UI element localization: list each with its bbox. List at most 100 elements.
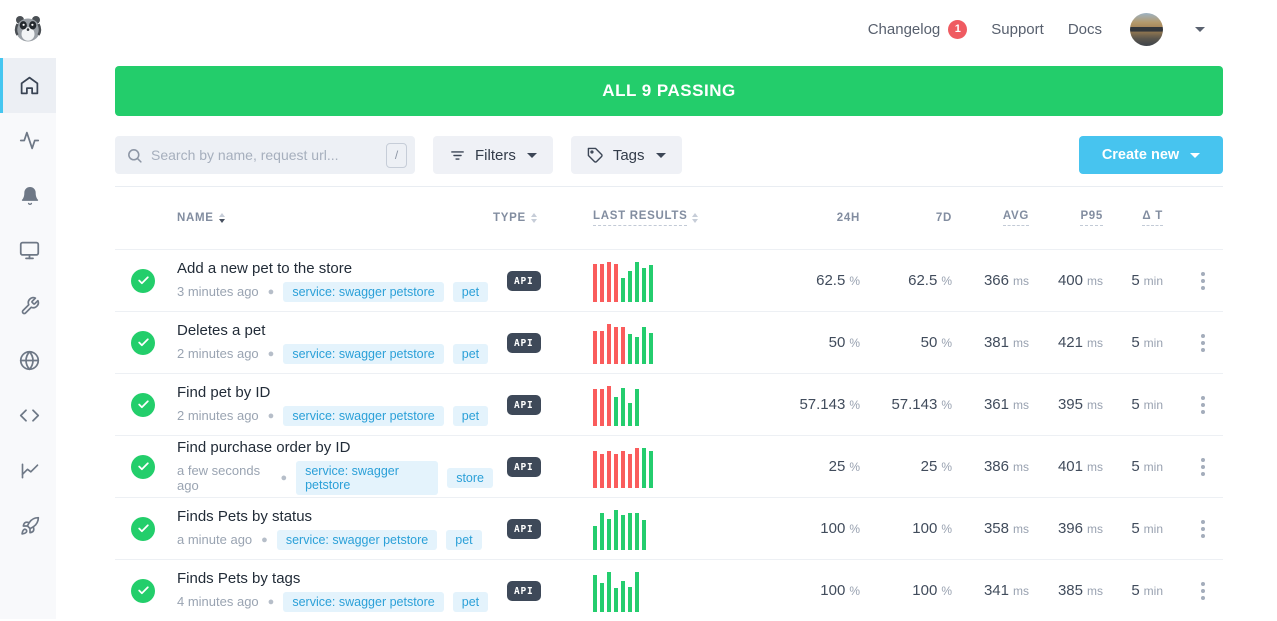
- sidebar-item-home[interactable]: [0, 58, 56, 113]
- check-name-link[interactable]: Add a new pet to the store: [177, 260, 493, 277]
- sort-arrows-icon[interactable]: [692, 213, 698, 223]
- tag-chip[interactable]: service: swagger petstore: [277, 530, 437, 550]
- result-bar-passed[interactable]: [628, 403, 632, 425]
- tag-chip[interactable]: pet: [453, 282, 488, 302]
- docs-link[interactable]: Docs: [1068, 21, 1102, 38]
- result-bar-passed[interactable]: [649, 333, 653, 363]
- table-row[interactable]: Deletes a pet 2 minutes ago ● service: s…: [115, 311, 1223, 373]
- tag-chip[interactable]: pet: [446, 530, 481, 550]
- result-bar-passed[interactable]: [642, 327, 646, 364]
- row-menu-kebab-icon[interactable]: [1195, 266, 1211, 296]
- support-link[interactable]: Support: [991, 21, 1044, 38]
- search-input[interactable]: [151, 147, 386, 163]
- row-menu-kebab-icon[interactable]: [1195, 452, 1211, 482]
- result-bar-passed[interactable]: [649, 265, 653, 301]
- last-results-bar-chart[interactable]: [593, 570, 760, 612]
- column-header-name[interactable]: NAME: [177, 212, 493, 224]
- result-bar-passed[interactable]: [635, 572, 639, 612]
- last-results-bar-chart[interactable]: [593, 446, 760, 488]
- tag-chip[interactable]: service: swagger petstore: [283, 282, 443, 302]
- check-name-link[interactable]: Find purchase order by ID: [177, 439, 493, 456]
- sidebar-item-analytics[interactable]: [0, 443, 56, 498]
- result-bar-passed[interactable]: [628, 587, 632, 611]
- tag-chip[interactable]: pet: [453, 406, 488, 426]
- result-bar-passed[interactable]: [621, 388, 625, 426]
- result-bar-passed[interactable]: [593, 526, 597, 550]
- result-bar-passed[interactable]: [649, 451, 653, 487]
- result-bar-passed[interactable]: [600, 583, 604, 612]
- tag-chip[interactable]: store: [447, 468, 493, 488]
- last-results-bar-chart[interactable]: [593, 508, 760, 550]
- sidebar-item-snippets[interactable]: [0, 388, 56, 443]
- column-header-last-results[interactable]: LAST RESULTS: [570, 210, 760, 226]
- result-bar-failed[interactable]: [614, 327, 618, 363]
- sidebar-item-private-locations[interactable]: [0, 333, 56, 388]
- result-bar-passed[interactable]: [593, 575, 597, 611]
- result-bar-passed[interactable]: [628, 271, 632, 301]
- result-bar-failed[interactable]: [607, 262, 611, 301]
- user-menu-chevron-down-icon[interactable]: [1195, 27, 1205, 32]
- tag-chip[interactable]: service: swagger petstore: [283, 344, 443, 364]
- result-bar-failed[interactable]: [593, 331, 597, 364]
- result-bar-passed[interactable]: [642, 520, 646, 549]
- result-bar-passed[interactable]: [642, 448, 646, 487]
- result-bar-failed[interactable]: [593, 264, 597, 302]
- result-bar-passed[interactable]: [642, 268, 646, 301]
- row-menu-kebab-icon[interactable]: [1195, 514, 1211, 544]
- result-bar-passed[interactable]: [635, 513, 639, 550]
- result-bar-passed[interactable]: [628, 513, 632, 549]
- sidebar-item-checks-activity[interactable]: [0, 113, 56, 168]
- result-bar-failed[interactable]: [614, 264, 618, 302]
- sidebar-item-maintenance[interactable]: [0, 278, 56, 333]
- result-bar-passed[interactable]: [621, 278, 625, 302]
- result-bar-passed[interactable]: [635, 389, 639, 426]
- tags-button[interactable]: Tags: [571, 136, 682, 174]
- tag-chip[interactable]: pet: [453, 344, 488, 364]
- result-bar-passed[interactable]: [621, 515, 625, 549]
- last-results-bar-chart[interactable]: [593, 260, 760, 302]
- tag-chip[interactable]: pet: [453, 592, 488, 612]
- last-results-bar-chart[interactable]: [593, 322, 760, 364]
- result-bar-passed[interactable]: [607, 572, 611, 612]
- column-header-type[interactable]: TYPE: [493, 212, 570, 224]
- changelog-link[interactable]: Changelog 1: [868, 20, 968, 39]
- table-row[interactable]: Finds Pets by status a minute ago ● serv…: [115, 497, 1223, 559]
- raccoon-logo[interactable]: [12, 13, 44, 45]
- table-row[interactable]: Add a new pet to the store 3 minutes ago…: [115, 249, 1223, 311]
- result-bar-failed[interactable]: [593, 389, 597, 425]
- result-bar-failed[interactable]: [621, 327, 625, 363]
- result-bar-passed[interactable]: [607, 519, 611, 549]
- result-bar-passed[interactable]: [614, 588, 618, 612]
- user-avatar[interactable]: [1130, 13, 1163, 46]
- tag-chip[interactable]: service: swagger petstore: [283, 406, 443, 426]
- result-bar-failed[interactable]: [600, 331, 604, 364]
- check-name-link[interactable]: Finds Pets by tags: [177, 570, 493, 587]
- sidebar-item-launch[interactable]: [0, 498, 56, 553]
- table-row[interactable]: Find purchase order by ID a few seconds …: [115, 435, 1223, 497]
- result-bar-passed[interactable]: [614, 510, 618, 550]
- result-bar-failed[interactable]: [614, 454, 618, 488]
- result-bar-passed[interactable]: [628, 334, 632, 363]
- filters-button[interactable]: Filters: [433, 136, 553, 174]
- row-menu-kebab-icon[interactable]: [1195, 576, 1211, 606]
- table-row[interactable]: Find pet by ID 2 minutes ago ● service: …: [115, 373, 1223, 435]
- result-bar-passed[interactable]: [635, 337, 639, 363]
- search-box[interactable]: /: [115, 136, 415, 174]
- result-bar-failed[interactable]: [593, 451, 597, 487]
- result-bar-failed[interactable]: [628, 454, 632, 488]
- tag-chip[interactable]: service: swagger petstore: [296, 461, 438, 495]
- result-bar-failed[interactable]: [635, 448, 639, 488]
- sidebar-item-alerts[interactable]: [0, 168, 56, 223]
- check-name-link[interactable]: Deletes a pet: [177, 322, 493, 339]
- result-bar-passed[interactable]: [600, 513, 604, 549]
- tag-chip[interactable]: service: swagger petstore: [283, 592, 443, 612]
- sort-arrows-icon[interactable]: [219, 213, 225, 223]
- result-bar-failed[interactable]: [600, 454, 604, 488]
- row-menu-kebab-icon[interactable]: [1195, 390, 1211, 420]
- table-row[interactable]: Finds Pets by tags 4 minutes ago ● servi…: [115, 559, 1223, 621]
- last-results-bar-chart[interactable]: [593, 384, 760, 426]
- result-bar-failed[interactable]: [607, 386, 611, 426]
- row-menu-kebab-icon[interactable]: [1195, 328, 1211, 358]
- create-new-button[interactable]: Create new: [1079, 136, 1223, 174]
- sidebar-item-dashboards[interactable]: [0, 223, 56, 278]
